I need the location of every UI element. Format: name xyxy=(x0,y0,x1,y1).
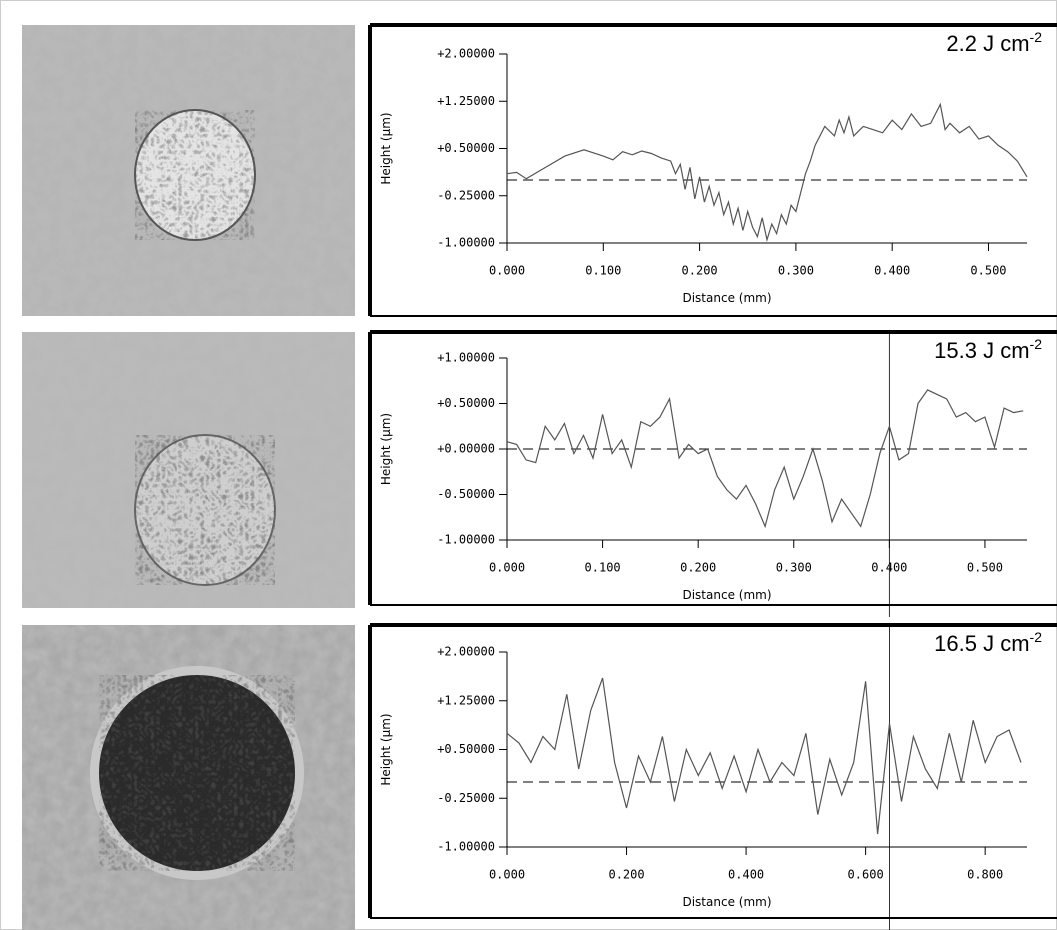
x-tick-label: 0.000 xyxy=(489,868,525,882)
annotation: 16.5 J cm-2 xyxy=(934,629,1042,656)
y-tick-label: +0.50000 xyxy=(437,742,495,756)
x-tick-label: 0.100 xyxy=(585,264,621,278)
x-tick-label: 0.800 xyxy=(967,868,1003,882)
y-tick-label: +2.00000 xyxy=(437,47,495,61)
y-tick-label: -0.25000 xyxy=(437,791,495,805)
annotation-text: 2.2 J cm xyxy=(946,31,1029,56)
x-axis-label: Distance (mm) xyxy=(682,895,771,909)
y-tick-label: +1.25000 xyxy=(437,693,495,707)
x-tick-label: 0.400 xyxy=(874,264,910,278)
x-tick-label: 0.500 xyxy=(970,264,1006,278)
y-tick-label: -0.50000 xyxy=(437,487,495,501)
profile-line xyxy=(506,389,1024,529)
x-axis-label: Distance (mm) xyxy=(682,291,771,305)
annotation-text: 16.5 J cm xyxy=(934,631,1029,656)
y-tick-label: +1.00000 xyxy=(437,351,495,365)
x-tick-label: 0.400 xyxy=(728,868,764,882)
annotation-text: 15.3 J cm xyxy=(934,338,1029,363)
micrograph-3 xyxy=(22,625,355,930)
profile-line xyxy=(506,102,1028,243)
x-tick-label: 0.200 xyxy=(680,561,716,575)
x-tick-label: 0.300 xyxy=(778,264,814,278)
y-tick-label: +2.00000 xyxy=(437,645,495,659)
y-axis-label: Height (µm) xyxy=(379,112,393,184)
annotation: 2.2 J cm-2 xyxy=(946,29,1042,56)
chart-panel: +2.00000 +1.25000 +0.50000 -0.25000 -1.00000… xyxy=(368,23,1057,317)
x-tick-label: 0.000 xyxy=(489,264,525,278)
annotation-superscript: -2 xyxy=(1030,629,1043,645)
profile-line xyxy=(506,677,1022,835)
micrograph-2 xyxy=(22,332,355,608)
x-tick-label: 0.200 xyxy=(682,264,718,278)
y-tick-label: -1.00000 xyxy=(437,236,495,250)
x-axis-label: Distance (mm) xyxy=(682,588,771,602)
x-tick-label: 0.000 xyxy=(489,561,525,575)
x-tick-label: 0.300 xyxy=(776,561,812,575)
y-tick-label: +0.50000 xyxy=(437,396,495,410)
y-axis-label: Height (µm) xyxy=(379,713,393,785)
y-axis-label: Height (µm) xyxy=(379,413,393,485)
annotation: 15.3 J cm-2 xyxy=(934,336,1042,363)
annotation-superscript: -2 xyxy=(1030,336,1043,352)
y-tick-label: +0.50000 xyxy=(437,141,495,155)
micrograph-1 xyxy=(22,25,355,316)
y-tick-label: +0.00000 xyxy=(437,442,495,456)
annotation-superscript: -2 xyxy=(1030,29,1043,45)
y-tick-label: -0.25000 xyxy=(437,188,495,202)
chart-panel: +2.00000 +1.25000 +0.50000 -0.25000 -1.00000… xyxy=(368,623,1057,930)
x-tick-label: 0.500 xyxy=(967,561,1003,575)
x-tick-label: 0.600 xyxy=(848,868,884,882)
chart-panel: +1.00000 +0.50000 +0.00000 -0.50000 -1.00000… xyxy=(368,330,1057,617)
y-tick-label: -1.00000 xyxy=(437,840,495,854)
y-tick-label: -1.00000 xyxy=(437,533,495,547)
x-tick-label: 0.100 xyxy=(585,561,621,575)
x-tick-label: 0.200 xyxy=(608,868,644,882)
y-tick-label: +1.25000 xyxy=(437,94,495,108)
